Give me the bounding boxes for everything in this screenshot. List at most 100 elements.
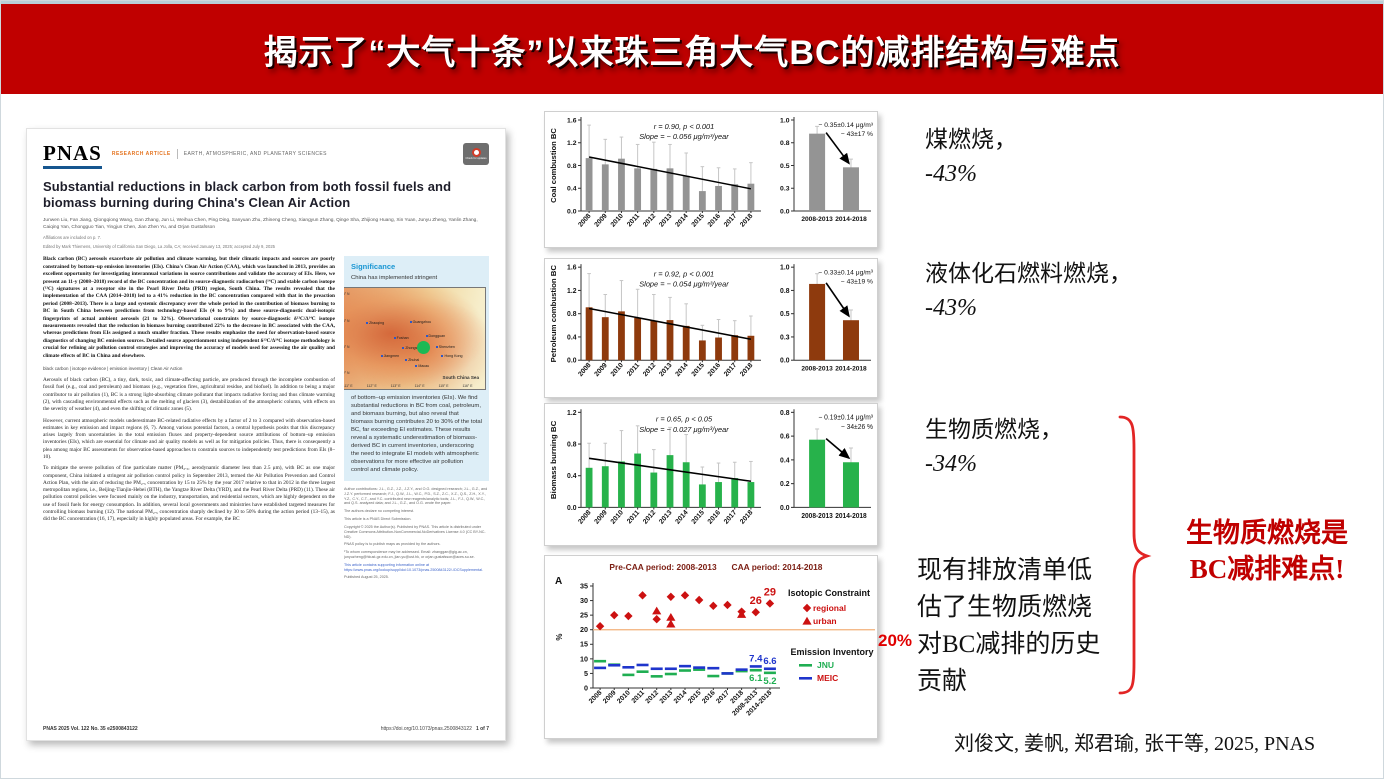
svg-text:1.0: 1.0 — [780, 117, 790, 124]
edited-by-line: Edited by Mark Thiemens, University of C… — [43, 244, 275, 250]
svg-text:35: 35 — [580, 581, 588, 590]
svg-text:2010: 2010 — [610, 212, 625, 228]
check-updates-label: Check for updates — [465, 156, 487, 160]
svg-text:7.4: 7.4 — [749, 653, 763, 664]
svg-text:1.0: 1.0 — [780, 264, 790, 271]
svg-text:0.4: 0.4 — [567, 473, 577, 480]
svg-text:0.0: 0.0 — [780, 357, 790, 364]
svg-text:%: % — [555, 633, 564, 640]
annotation-petroleum: 液体化石燃料燃烧， -43% — [925, 257, 1132, 325]
svg-text:− 0.35±0.14 μg/m³: − 0.35±0.14 μg/m³ — [818, 122, 873, 129]
map-lon-label: 111° E — [344, 384, 353, 389]
svg-text:2013: 2013 — [659, 689, 675, 705]
svg-text:Slope = − 0.027 μg/m³/year: Slope = − 0.027 μg/m³/year — [639, 425, 729, 434]
svg-text:5.2: 5.2 — [763, 676, 776, 687]
svg-text:− 0.33±0.14 μg/m³: − 0.33±0.14 μg/m³ — [818, 269, 873, 276]
significance-intro: China has implemented stringent — [350, 275, 438, 282]
paper-note: Published August 25, 2025. — [343, 575, 389, 580]
svg-text:− 43±17 %: − 43±17 % — [841, 131, 873, 138]
svg-text:1.2: 1.2 — [567, 410, 577, 417]
paper-keywords: black carbon | isotope evidence | emissi… — [43, 366, 183, 372]
svg-text:2017: 2017 — [723, 509, 738, 526]
svg-text:2013: 2013 — [658, 509, 673, 526]
pnas-logo: PNAS — [43, 143, 102, 169]
svg-text:− 0.19±0.14 μg/m³: − 0.19±0.14 μg/m³ — [818, 415, 873, 422]
map-city-label: Macau — [415, 364, 429, 368]
check-updates-icon — [471, 147, 481, 157]
map-city-label: Dongguan — [425, 334, 445, 338]
biomass-year-chart: 0.0 0.4 0.8 1.2 2008 2009 2010 2011 2012 2013 2014… — [549, 409, 761, 526]
biomass-bc-chart-panel: 0.0 0.4 0.8 1.2 2008 2009 2010 2011 2012 2013 2014… — [544, 403, 878, 546]
paper-body-par2: However, current atmospheric models unde… — [43, 417, 335, 460]
significance-heading: Significance — [350, 262, 396, 272]
paper-title: Substantial reductions in black carbon f… — [43, 179, 452, 211]
svg-text:2014-2018: 2014-2018 — [835, 513, 867, 520]
svg-text:2011: 2011 — [626, 362, 641, 378]
svg-text:2014-2018: 2014-2018 — [835, 216, 867, 223]
slide-title: 揭示了“大气十条”以来珠三角大气BC的减排结构与难点 — [263, 33, 1121, 72]
map-city-label: Zhongshan — [402, 346, 423, 350]
map-city-label: Jiangmen — [380, 354, 399, 358]
svg-text:30: 30 — [580, 596, 588, 605]
paper-note: This article is a PNAS Direct Submission… — [343, 517, 412, 522]
paper-body-par3: To mitigate the severe pollution of fine… — [43, 465, 335, 523]
svg-text:2008-2013: 2008-2013 — [801, 216, 833, 223]
receptor-site-marker — [416, 340, 430, 354]
map-city-label: Foshan — [393, 336, 409, 340]
svg-text:0.5: 0.5 — [780, 311, 790, 318]
petroleum-period-chart: 0.0 0.3 0.5 0.8 1.0 2008-2013 2014-2018 − 0.33±… — [780, 264, 874, 372]
svg-text:2015: 2015 — [691, 362, 706, 378]
paper-note: Author contributions: J.L., G.Z., J.Z., … — [343, 487, 488, 506]
paper-body-par1: Aerosols of black carbon (BC), a tiny, d… — [43, 377, 335, 413]
svg-text:2010: 2010 — [610, 509, 625, 526]
petroleum-bc-chart-panel: 0.0 0.4 0.8 1.2 1.6 2008 2009 2010 2011 2012 2013 2… — [544, 258, 878, 398]
svg-text:Petroleum combustion BC: Petroleum combustion BC — [549, 265, 558, 363]
pnas-paper-page: PNAS RESEARCH ARTICLE EARTH, ATMOSPHERIC… — [26, 128, 506, 741]
svg-text:0.0: 0.0 — [780, 208, 790, 215]
svg-text:25: 25 — [580, 611, 588, 620]
map-lon-label: 114° E — [414, 384, 425, 389]
svg-text:0.8: 0.8 — [780, 288, 790, 295]
svg-text:2013: 2013 — [658, 362, 673, 378]
svg-text:2017: 2017 — [715, 689, 731, 705]
svg-text:0.3: 0.3 — [780, 334, 790, 341]
svg-text:2014: 2014 — [673, 689, 689, 705]
svg-text:0.4: 0.4 — [780, 457, 790, 464]
svg-text:2010: 2010 — [610, 362, 625, 378]
svg-text:Slope = − 0.054 μg/m³/year: Slope = − 0.054 μg/m³/year — [639, 280, 729, 289]
svg-text:2016: 2016 — [707, 362, 722, 378]
divider — [176, 149, 178, 159]
svg-text:0.0: 0.0 — [567, 505, 577, 512]
prd-region-map: South China Sea Zhaoqing Guangzhou Foshan D… — [343, 287, 486, 391]
footer-doi-link[interactable]: https://doi.org/10.1073/pnas.2500843122 — [380, 726, 472, 732]
paper-note: The authors declare no competing interes… — [343, 509, 415, 514]
check-for-updates-badge[interactable]: Check for updates — [463, 143, 489, 165]
brace-icon — [1113, 413, 1153, 702]
svg-text:1.6: 1.6 — [567, 117, 577, 124]
svg-text:A: A — [555, 576, 562, 587]
affiliations-note: Affiliations are included on p. 7. — [43, 235, 102, 241]
svg-text:2009: 2009 — [594, 509, 609, 526]
svg-text:2018: 2018 — [739, 362, 754, 378]
svg-text:0.0: 0.0 — [567, 357, 577, 364]
svg-text:2016: 2016 — [707, 212, 722, 228]
svg-text:2012: 2012 — [644, 689, 660, 705]
isotope-vs-inventory-chart-panel: Pre-CAA period: 2008-2013 CAA period: 201… — [544, 555, 878, 739]
svg-text:2015: 2015 — [687, 689, 703, 705]
slide-top-edge — [1, 1, 1383, 4]
annotation-coal-label: 煤燃烧， — [925, 127, 1017, 152]
svg-text:0.6: 0.6 — [780, 433, 790, 440]
svg-text:2008-2013: 2008-2013 — [801, 365, 833, 372]
svg-text:1.2: 1.2 — [567, 288, 577, 295]
svg-text:MEIC: MEIC — [817, 673, 838, 683]
annotation-coal-pct: -43% — [925, 161, 977, 187]
svg-text:2012: 2012 — [642, 212, 657, 228]
svg-text:0.4: 0.4 — [567, 186, 577, 193]
paper-abstract: Black carbon (BC) aerosols exacerbate ai… — [43, 256, 335, 359]
paper-header: PNAS RESEARCH ARTICLE EARTH, ATMOSPHERIC… — [43, 143, 489, 169]
svg-text:CAA period: 2014-2018: CAA period: 2014-2018 — [732, 562, 823, 572]
coal-period-chart: 0.0 0.3 0.5 0.8 1.0 2008-2013 2014-2018 − 0.35±… — [780, 117, 874, 223]
svg-text:2009: 2009 — [593, 362, 608, 378]
